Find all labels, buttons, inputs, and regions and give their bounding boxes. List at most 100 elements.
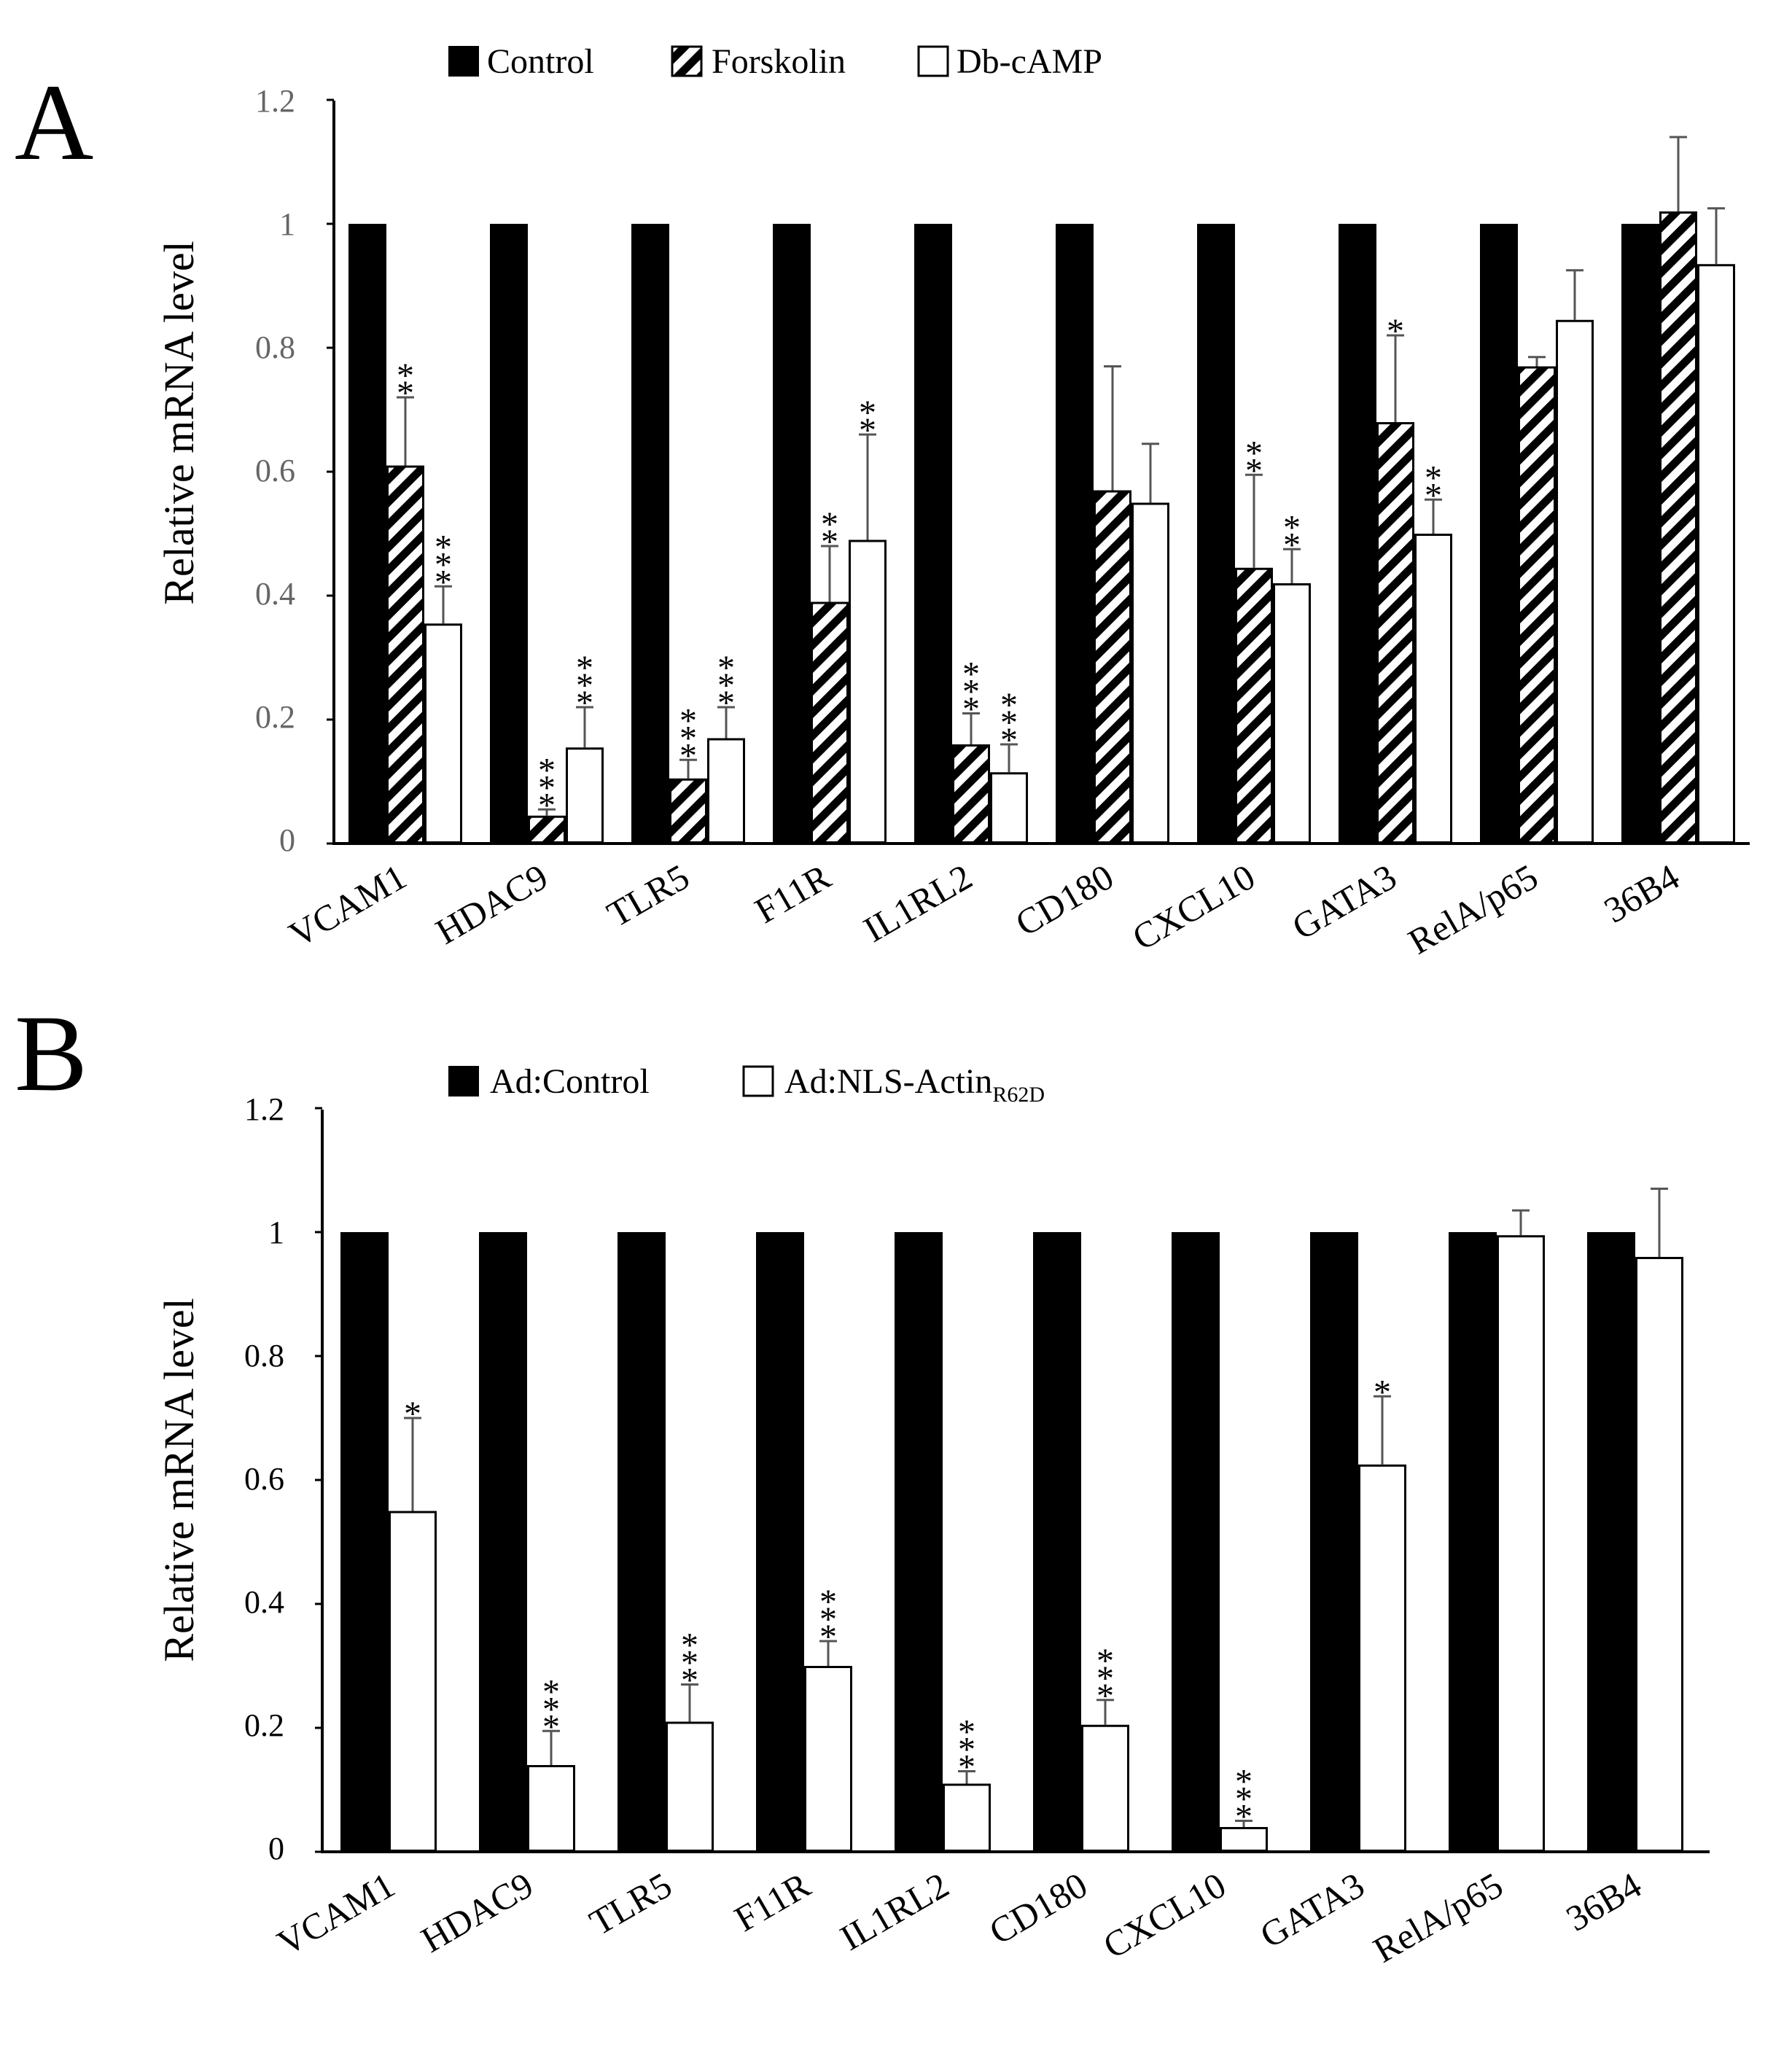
legend-label-db-camp: Db-cAMP [957, 42, 1102, 81]
legend-swatch-control [448, 46, 479, 77]
panel-b-significance-hdac9-ad-nls-actin: *** [542, 1672, 560, 1746]
panel-a-ytick-5: 1 [279, 206, 295, 242]
panel-b-bar-rela-p65-ad-control [1449, 1232, 1497, 1852]
panel-a-ytick-4: 0.8 [255, 330, 295, 365]
panel-a-bar-tlr5-db-camp [707, 738, 745, 844]
panel-b-bar-gata3-ad-nls-actin [1358, 1464, 1406, 1852]
panel-a-significance-il1rl2-forskolin: *** [962, 655, 980, 729]
panel-b-significance-il1rl2-ad-nls-actin: *** [958, 1713, 975, 1787]
panel-a-ytick-1: 0.2 [255, 699, 295, 735]
panel-b-ytick-4: 0.8 [244, 1338, 284, 1374]
panel-b-bar-vcam1-ad-control [340, 1232, 389, 1852]
panel-a-bar-rela-p65-control [1480, 224, 1518, 844]
panel-a-bar-cxcl10-db-camp [1273, 583, 1311, 844]
panel-a-ytick-6: 1.2 [255, 83, 295, 119]
panel-a-y-ticks: 0 0.2 0.4 0.6 0.8 1 1.2 [255, 83, 295, 858]
legend-swatch-db-camp [917, 45, 949, 77]
panel-a-significance-cxcl10-forskolin: ** [1245, 434, 1263, 490]
panel-a-significance-f11r-forskolin: ** [821, 505, 838, 561]
legend-label-control: Control [487, 42, 594, 81]
legend-swatch-ad-nls-actin [742, 1065, 774, 1097]
panel-b-significance-vcam1-ad-nls-actin: * [404, 1395, 421, 1433]
panel-a-significance-tlr5-db-camp: *** [717, 649, 735, 722]
panel-b-bar-rela-p65-ad-nls-actin [1497, 1235, 1545, 1852]
panel-b-bar-hdac9-ad-control [479, 1232, 527, 1852]
panel-a-ytick-2: 0.4 [255, 576, 295, 612]
panel-a-significance-f11r-db-camp: ** [859, 394, 876, 450]
panel-b-significance-cd180-ad-nls-actin: *** [1096, 1642, 1114, 1715]
panel-a-significance-il1rl2-db-camp: *** [1000, 686, 1018, 760]
panel-a-bar-cd180-forskolin [1094, 490, 1131, 844]
panel-b-significance-gata3-ad-nls-actin: * [1374, 1373, 1391, 1411]
panel-a-bar-36b4-forskolin [1659, 211, 1697, 844]
panel-b-ytick-5: 1 [268, 1215, 284, 1250]
panel-a-bar-il1rl2-db-camp [990, 772, 1028, 844]
panel-a-bar-f11r-db-camp [849, 540, 887, 844]
panel-a-bar-il1rl2-control [914, 224, 952, 844]
panel-b-ytick-1: 0.2 [244, 1707, 284, 1743]
legend-swatch-forskolin [671, 45, 703, 77]
panel-a-bar-cd180-control [1056, 224, 1094, 844]
legend-label-forskolin: Forskolin [712, 42, 846, 81]
panel-b-bar-gata3-ad-control [1310, 1232, 1358, 1852]
panel-a-plot-area: *********** ************* ********** [327, 98, 1735, 845]
panel-b-bar-f11r-ad-control [756, 1232, 804, 1852]
panel-b-bar-cd180-ad-control [1033, 1232, 1081, 1852]
panel-a-bar-vcam1-db-camp [424, 623, 462, 844]
panel-b-y-axis-label: Relative mRNA level [155, 1298, 203, 1662]
panel-a-bar-f11r-control [773, 224, 811, 844]
panel-b-ytick-6: 1.2 [244, 1091, 284, 1127]
panel-a-bar-il1rl2-forskolin [952, 744, 990, 844]
panel-a-bar-rela-p65-forskolin [1518, 366, 1556, 844]
panel-a-bar-f11r-forskolin [811, 601, 849, 844]
panel-a-significance-vcam1-db-camp: *** [435, 528, 452, 601]
panel-a-legend: Control Forskolin Db-cAMP [448, 42, 1102, 81]
panel-b-ytick-0: 0 [268, 1831, 284, 1866]
panel-a-bar-vcam1-forskolin [386, 465, 424, 844]
panel-b-bar-36b4-ad-control [1587, 1232, 1635, 1852]
panel-a-ytick-3: 0.6 [255, 453, 295, 488]
panel-a-bar-tlr5-control [631, 224, 669, 844]
panel-b-bar-f11r-ad-nls-actin [804, 1666, 852, 1852]
panel-a-bar-vcam1-control [348, 224, 386, 844]
panel-a-bar-tlr5-forskolin [669, 778, 707, 844]
legend-label-ad-control: Ad:Control [490, 1062, 650, 1101]
panel-a-ytick-0: 0 [279, 822, 295, 858]
panel-a-bar-gata3-forskolin [1376, 422, 1414, 844]
panel-a-significance-hdac9-db-camp: *** [576, 649, 593, 722]
panel-a-y-axis-label: Relative mRNA level [155, 241, 203, 604]
panel-b-y-ticks: 0 0.2 0.4 0.6 0.8 1 1.2 [244, 1091, 284, 1866]
panel-a-significance-hdac9-forskolin: *** [538, 751, 556, 825]
panel-b-significance-cxcl10-ad-nls-actin: *** [1235, 1763, 1253, 1836]
panel-a-bar-36b4-control [1621, 224, 1659, 844]
panel-b-ytick-2: 0.4 [244, 1584, 284, 1620]
panel-a-label: A [15, 62, 93, 183]
panel-a-bar-hdac9-db-camp [566, 747, 604, 844]
panel-b-bar-hdac9-ad-nls-actin [527, 1765, 575, 1852]
panel-a-bar-rela-p65-db-camp [1556, 319, 1594, 844]
panel-a-bar-hdac9-forskolin [528, 815, 566, 844]
panel-b-bar-tlr5-ad-control [618, 1232, 666, 1852]
panel-b-bar-il1rl2-ad-control [895, 1232, 943, 1852]
panel-b-significance-tlr5-ad-nls-actin: *** [681, 1627, 698, 1700]
legend-swatch-ad-control [448, 1066, 479, 1096]
panel-b-bar-cd180-ad-nls-actin [1081, 1724, 1129, 1852]
panel-a-significance-gata3-forskolin: * [1387, 312, 1404, 351]
panel-b-bar-tlr5-ad-nls-actin [666, 1721, 714, 1852]
panel-a-bar-hdac9-control [490, 224, 528, 844]
legend-label-ad-nls-actin: Ad:NLS-ActinR62D [784, 1062, 1045, 1107]
panel-a-significance-gata3-db-camp: ** [1425, 459, 1442, 515]
panel-a-significance-cxcl10-db-camp: ** [1283, 508, 1301, 564]
panel-b-significance-f11r-ad-nls-actin: *** [819, 1583, 837, 1656]
panel-a-bar-gata3-db-camp [1414, 534, 1452, 844]
panel-a-bar-cxcl10-control [1197, 224, 1235, 844]
panel-b-bar-36b4-ad-nls-actin [1635, 1257, 1683, 1852]
panel-b-label: B [15, 993, 87, 1114]
panel-a-bar-cxcl10-forskolin [1235, 567, 1273, 844]
panel-a-significance-vcam1-forskolin: ** [397, 357, 414, 413]
panel-b-ytick-3: 0.6 [244, 1461, 284, 1497]
panel-a-bar-cd180-db-camp [1131, 502, 1169, 844]
panel-b-bar-cxcl10-ad-control [1172, 1232, 1220, 1852]
panel-b-legend: Ad:Control Ad:NLS-ActinR62D [448, 1062, 1045, 1107]
